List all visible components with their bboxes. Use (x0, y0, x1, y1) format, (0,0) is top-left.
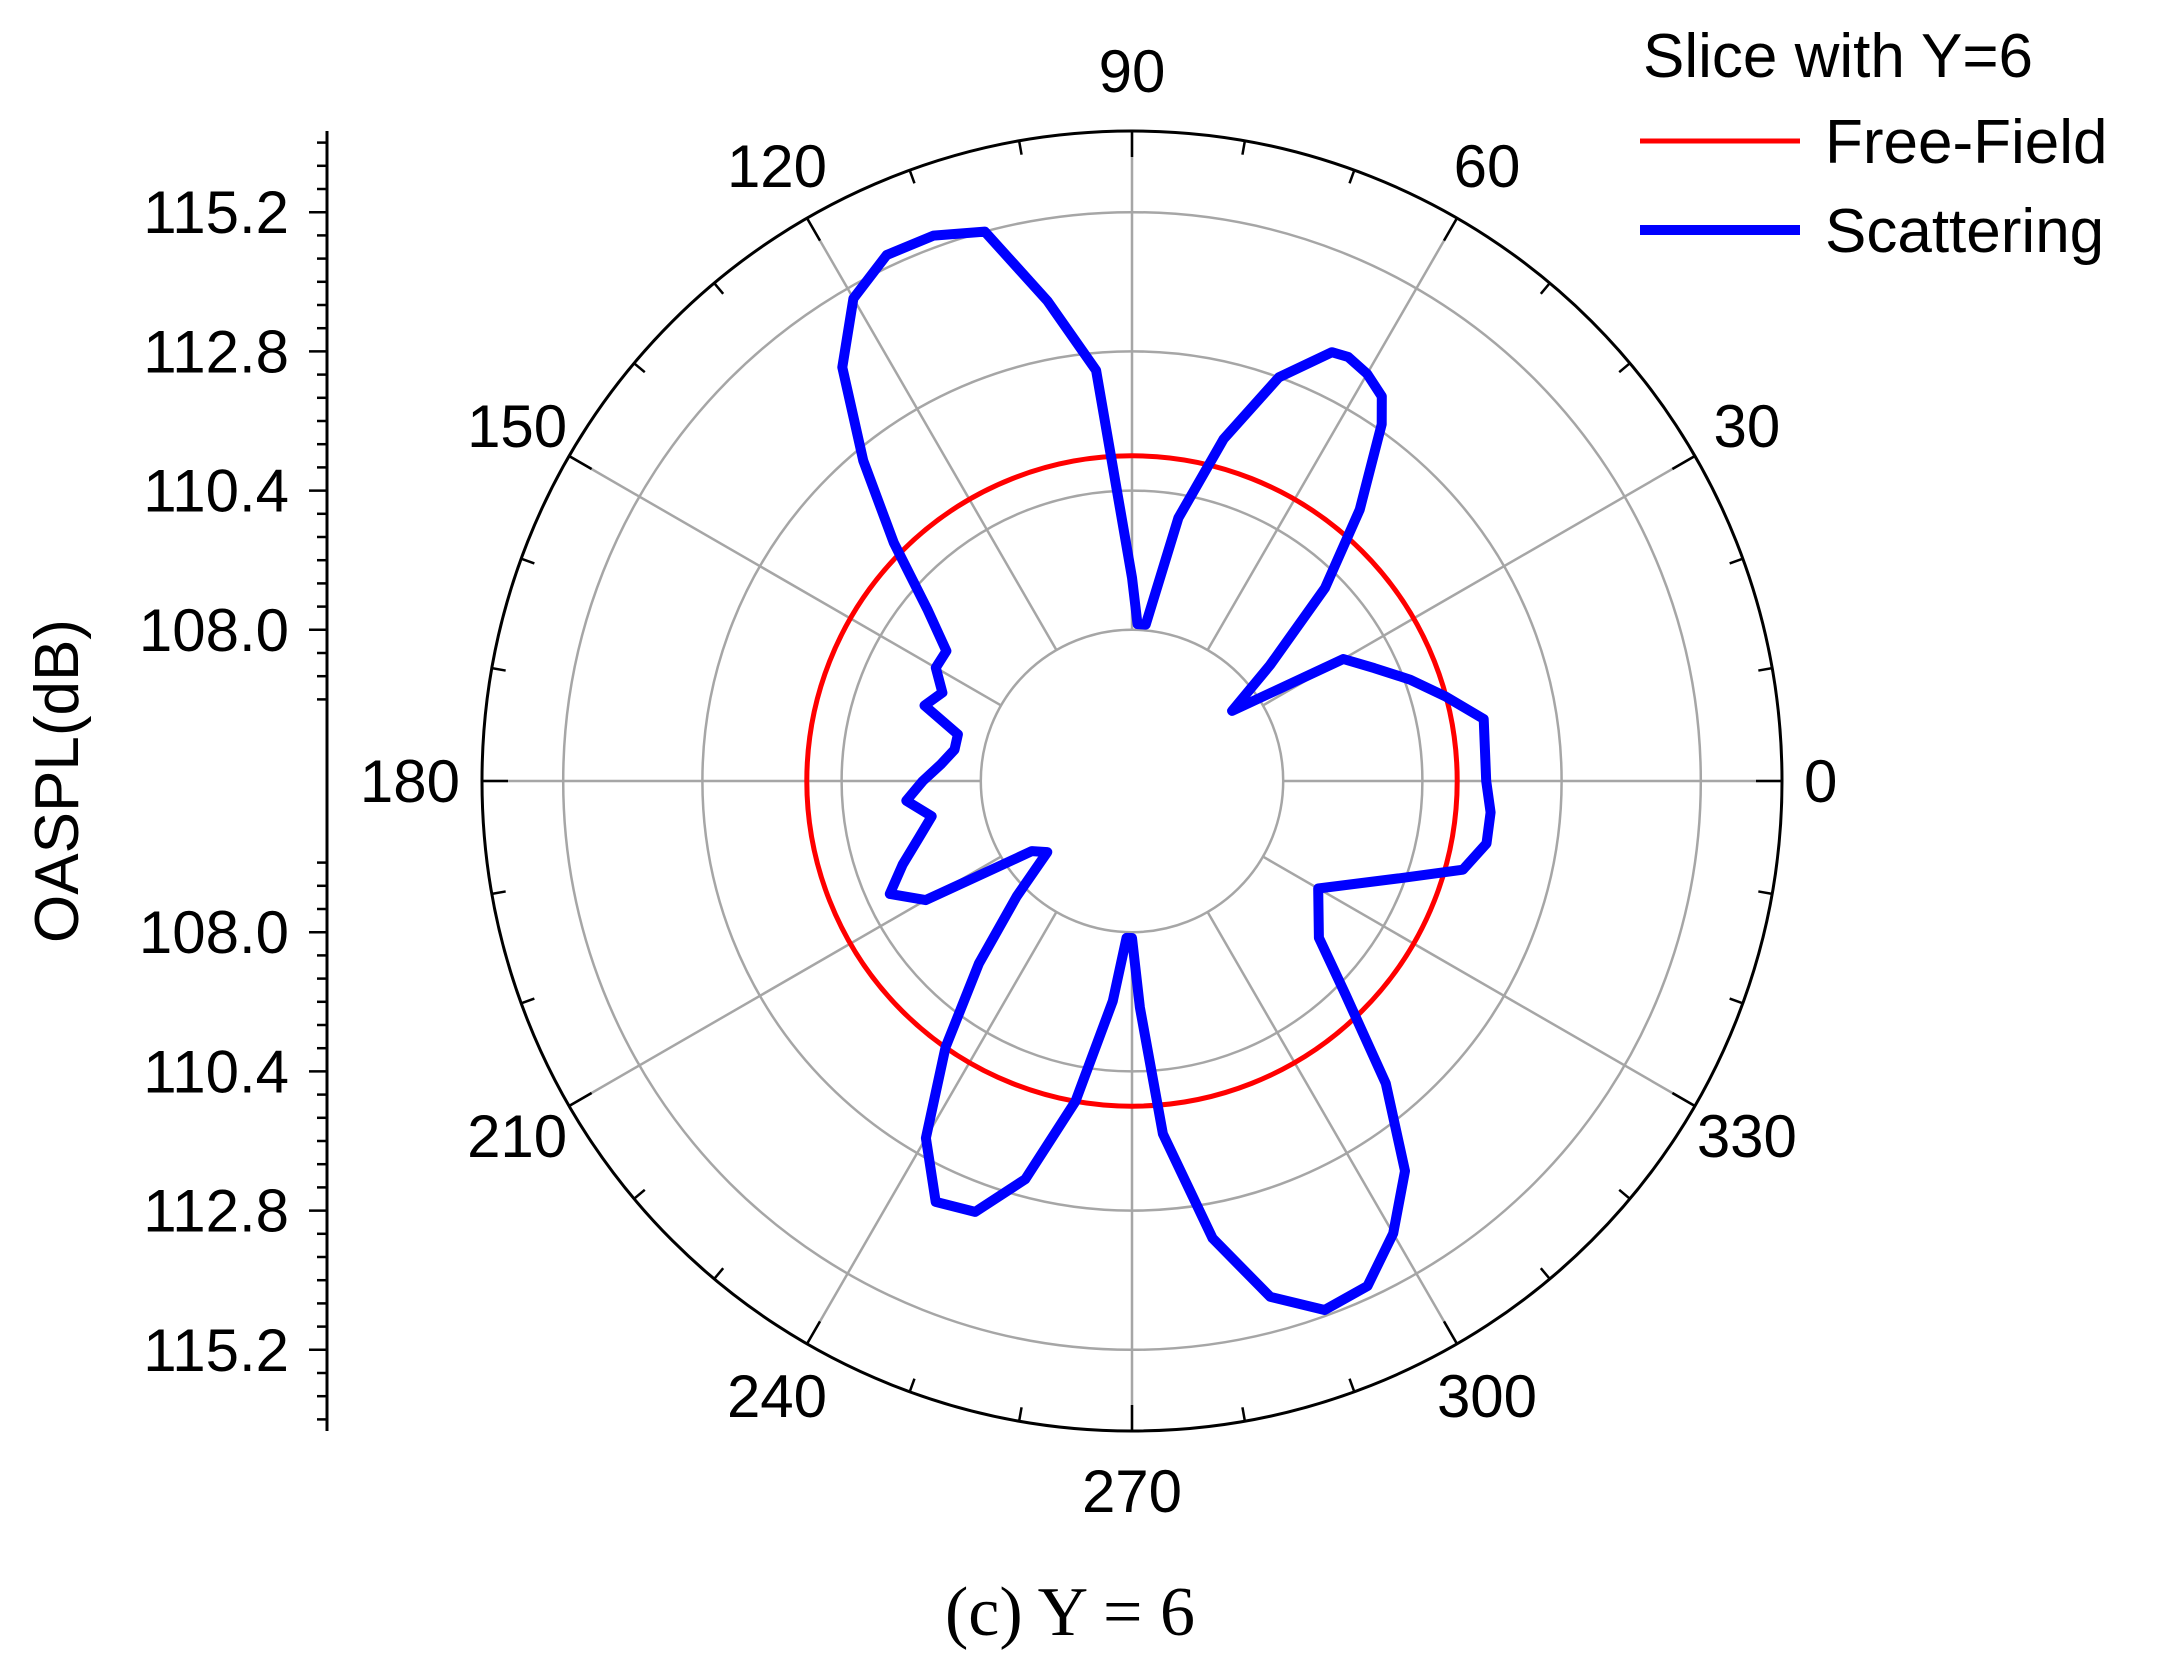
angular-minor-tick (1017, 140, 1023, 155)
angular-minor-tick (1729, 557, 1744, 565)
angular-minor-tick (491, 890, 506, 896)
series-scattering (837, 226, 1496, 1315)
angular-minor-tick (1348, 169, 1356, 184)
angular-minor-tick (520, 997, 535, 1005)
angular-minor-tick (1539, 1267, 1551, 1280)
angular-minor-tick (713, 282, 725, 295)
angular-gridline (1206, 217, 1459, 651)
angular-minor-tick (1618, 362, 1631, 374)
angular-major-tick (1442, 217, 1459, 242)
angle-tick-label: 0 (1804, 748, 1837, 815)
angle-tick-label: 180 (360, 748, 460, 815)
legend: Slice with Y=6 Free-Field Scattering (1640, 22, 2108, 266)
angle-tick-label: 300 (1437, 1363, 1537, 1430)
angular-minor-tick (908, 1378, 916, 1393)
angle-tick-label: 30 (1714, 393, 1781, 460)
angular-gridline (805, 217, 1058, 651)
angle-tick-label: 90 (1099, 38, 1166, 105)
angular-gridline (1262, 855, 1696, 1108)
radial-tick-label: 115.2 (143, 179, 289, 246)
plot-background (482, 131, 1782, 1431)
radial-tick-label: 108.0 (139, 899, 289, 966)
radial-tick-label: 110.4 (143, 458, 289, 525)
angular-major-tick (568, 454, 593, 471)
angle-tick-label: 270 (1082, 1458, 1182, 1525)
legend-label-free-field: Free-Field (1825, 108, 2108, 177)
radial-tick-label: 110.4 (143, 1038, 289, 1105)
angular-minor-tick (1241, 1407, 1247, 1422)
radial-tick-label: 108.0 (139, 597, 289, 664)
angle-tick-label: 330 (1697, 1103, 1797, 1170)
angular-minor-tick (1758, 890, 1773, 896)
angular-minor-tick (1539, 282, 1551, 295)
radial-tick-label: 112.8 (143, 318, 289, 385)
angle-tick-label: 210 (467, 1103, 567, 1170)
angular-minor-tick (1729, 997, 1744, 1005)
angular-tick-marks (480, 129, 1784, 1433)
plot-area (482, 131, 1782, 1431)
angular-major-tick (805, 217, 822, 242)
legend-title: Slice with Y=6 (1643, 22, 2033, 91)
angular-minor-tick (1348, 1378, 1356, 1393)
angular-major-tick (805, 1320, 822, 1345)
angular-major-tick (1671, 1091, 1696, 1108)
angle-tick-label: 60 (1454, 133, 1521, 200)
angular-minor-tick (633, 1188, 646, 1200)
angle-tick-label: 150 (467, 393, 567, 460)
angular-minor-tick (713, 1267, 725, 1280)
angular-major-tick (1671, 454, 1696, 471)
angle-tick-label: 120 (727, 133, 827, 200)
series-free-field (804, 453, 1460, 1109)
angular-tick-labels: 0 30 60 90 120 150 180 210 240 270 300 330 (360, 38, 1837, 1525)
angular-gridline (568, 454, 1002, 707)
angle-tick-label: 240 (727, 1363, 827, 1430)
angular-major-tick (568, 1091, 593, 1108)
radial-axis: 108.0 108.0 110.4 110.4 112.8 112.8 115.2 115.2 (139, 131, 329, 1431)
series-layer (804, 226, 1496, 1315)
radial-tick-label: 115.2 (143, 1317, 289, 1384)
angular-minor-tick (1758, 666, 1773, 672)
radial-tick-label: 112.8 (143, 1178, 289, 1245)
figure-caption: (c) Y = 6 (945, 1574, 1195, 1651)
angular-minor-tick (908, 169, 916, 184)
legend-label-scattering: Scattering (1825, 197, 2104, 266)
y-axis-label: OASPL(dB) (23, 619, 92, 943)
angular-minor-tick (491, 666, 506, 672)
angular-gridlines (482, 131, 1782, 1431)
angular-minor-tick (1241, 140, 1247, 155)
angular-minor-tick (1017, 1407, 1023, 1422)
angular-minor-tick (633, 362, 646, 374)
angular-minor-tick (1618, 1188, 1631, 1200)
angular-minor-tick (520, 557, 535, 565)
angular-gridline (1206, 911, 1459, 1345)
angular-major-tick (1442, 1320, 1459, 1345)
